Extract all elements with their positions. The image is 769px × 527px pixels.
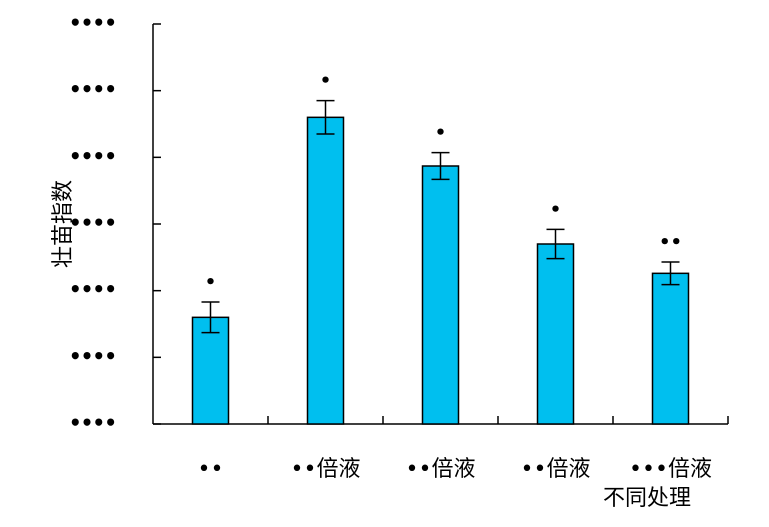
significance-label-3: •: [550, 199, 562, 220]
category-labels: •• ••倍液 ••倍液 ••倍液 •••倍液: [198, 457, 712, 482]
bar-3: [536, 243, 575, 425]
y-tick-label-2: ••••: [69, 277, 116, 301]
y-tick-label-3: ••••: [69, 211, 116, 235]
error-bar-3: [546, 228, 565, 260]
x-ticks: [267, 416, 729, 424]
error-bar-1: [316, 99, 335, 135]
x-axis-title: 不同处理: [603, 486, 691, 511]
error-bar-4: [661, 261, 680, 286]
category-label-0: ••: [198, 457, 224, 482]
category-label-3: ••倍液: [521, 457, 591, 482]
bars: [191, 116, 690, 425]
error-bar-0: [201, 301, 220, 334]
significance-label-2: •: [435, 123, 447, 144]
significance-labels: ••••••: [205, 71, 682, 293]
category-label-1: ••倍液: [291, 457, 361, 482]
significance-label-1: •: [320, 71, 332, 92]
y-axis-title: 壮苗指数: [51, 180, 76, 268]
y-tick-label-1: ••••: [69, 344, 116, 368]
error-bar-2: [431, 151, 450, 181]
y-tick-label-6: ••••: [69, 11, 116, 35]
category-label-2: ••倍液: [406, 457, 476, 482]
error-bars: [201, 99, 680, 334]
significance-label-4: ••: [659, 232, 682, 253]
y-tick-label-5: ••••: [69, 77, 116, 101]
category-label-4: •••倍液: [629, 457, 712, 482]
bar-2: [421, 165, 460, 425]
bar-4: [651, 272, 690, 425]
significance-label-0: •: [205, 272, 217, 293]
bar-1: [306, 116, 345, 425]
y-tick-label-4: ••••: [69, 144, 116, 168]
y-tick-label-0: ••••: [69, 411, 116, 435]
y-ticks: •••• •••• •••• •••• •••• •••• ••••: [69, 11, 161, 435]
bar-0: [191, 316, 230, 425]
